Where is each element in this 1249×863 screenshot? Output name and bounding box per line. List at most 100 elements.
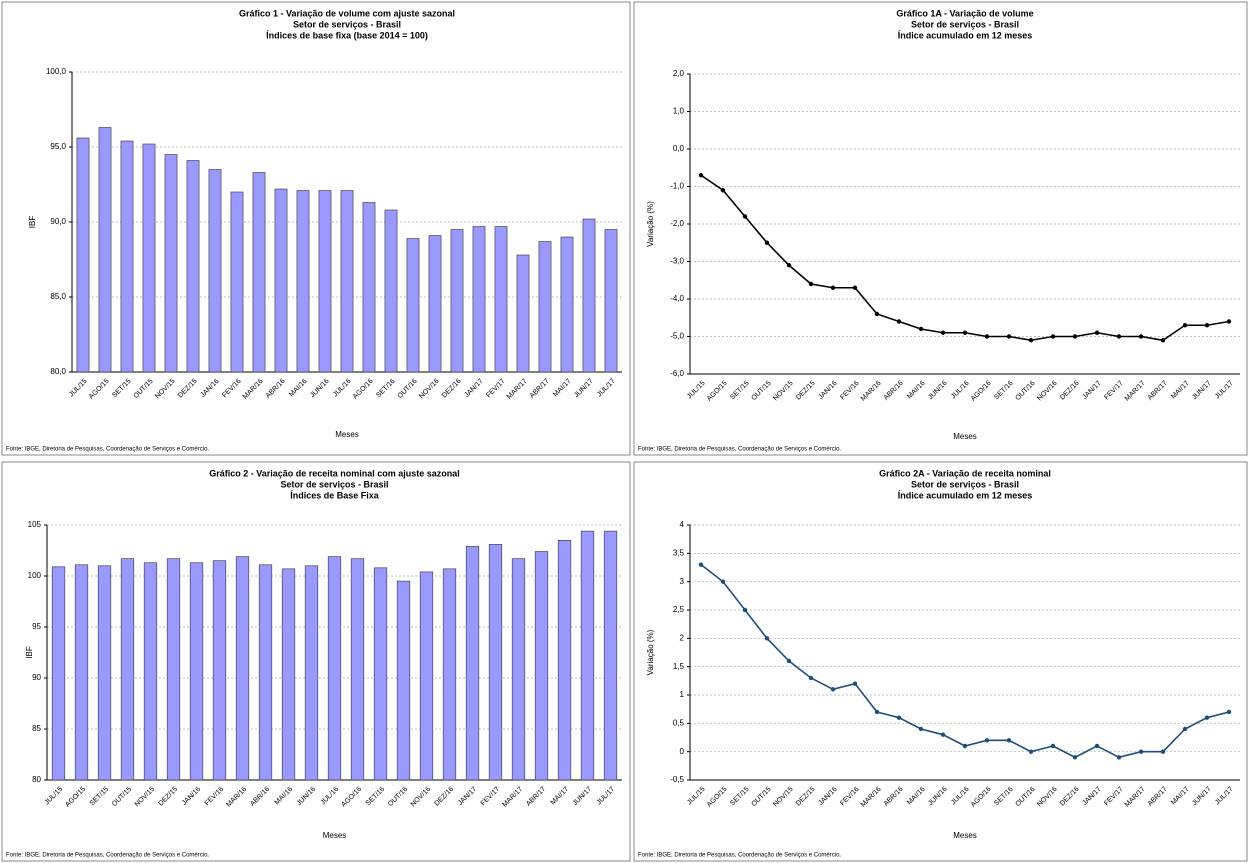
y-tick-label: 90	[32, 673, 41, 682]
chart-panel: Gráfico 2A - Variação de receita nominal…	[633, 461, 1248, 862]
marker	[984, 334, 990, 339]
bar	[327, 556, 342, 781]
marker	[1116, 334, 1122, 339]
bar	[472, 226, 486, 373]
bar	[373, 567, 388, 781]
bar	[582, 218, 596, 373]
marker	[1116, 755, 1122, 760]
chart-subtitle: Índices de Base Fixa	[290, 490, 380, 500]
bar	[419, 571, 434, 781]
bar	[450, 229, 464, 373]
y-tick-label: 2	[680, 633, 685, 642]
marker	[896, 715, 902, 720]
bar	[143, 562, 158, 781]
y-tick-label: 95,0	[50, 142, 66, 151]
y-axis-label: IBF	[28, 216, 37, 229]
bar	[296, 190, 310, 373]
bar	[538, 241, 552, 373]
marker	[786, 263, 792, 268]
bar	[281, 568, 296, 781]
marker	[1226, 709, 1232, 715]
y-axis-label: IBF	[25, 646, 34, 659]
bar	[442, 568, 457, 781]
bar	[258, 564, 273, 781]
marker	[1094, 743, 1100, 749]
bar	[142, 143, 156, 373]
bar	[166, 558, 181, 781]
bar	[230, 191, 244, 373]
y-tick-label: -1,0	[670, 182, 684, 191]
marker	[940, 732, 946, 737]
y-tick-label: 4	[680, 520, 685, 529]
chart-subtitle: Índice acumulado em 12 meses	[898, 490, 1033, 500]
chart-title: Gráfico 1A - Variação de volume	[896, 8, 1033, 18]
bar	[212, 560, 227, 781]
marker	[764, 240, 770, 245]
marker	[918, 726, 924, 732]
bar	[465, 546, 480, 781]
chart-title: Gráfico 2 - Variação de receita nominal …	[209, 468, 460, 478]
marker	[962, 743, 968, 749]
marker	[1138, 749, 1144, 754]
bar	[580, 530, 595, 781]
y-tick-label: -6,0	[670, 369, 684, 378]
source-note: Fonte: IBGE, Diretoria de Pesquisas, Coo…	[638, 447, 841, 453]
chart-subtitle: Setor de serviços - Brasil	[293, 19, 401, 29]
bar	[384, 209, 398, 373]
y-axis-label: Variação (%)	[646, 629, 655, 675]
chart-panel: Gráfico 2 - Variação de receita nominal …	[1, 461, 631, 862]
y-tick-label: 3	[680, 577, 685, 586]
chart-title: Gráfico 1 - Variação de volume com ajust…	[239, 8, 455, 18]
marker	[808, 675, 814, 681]
bar	[120, 140, 134, 373]
bar	[164, 154, 178, 373]
bar	[516, 254, 530, 373]
chart-subtitle: Setor de serviços - Brasil	[911, 19, 1019, 29]
marker	[896, 319, 902, 324]
y-tick-label: 1	[680, 690, 685, 699]
x-axis-label: Meses	[323, 831, 347, 840]
marker	[1160, 749, 1166, 754]
marker	[918, 326, 924, 332]
y-tick-label: 80	[32, 775, 41, 784]
source-note: Fonte: IBGE, Diretoria de Pesquisas, Coo…	[638, 853, 841, 859]
marker	[874, 311, 880, 317]
bar	[350, 558, 365, 781]
y-tick-label: 3,5	[673, 548, 685, 557]
y-tick-label: 1,5	[673, 662, 685, 671]
marker	[1072, 755, 1078, 760]
marker	[764, 636, 770, 641]
y-tick-label: -5,0	[670, 332, 684, 341]
chart-title: Gráfico 2A - Variação de receita nominal	[879, 468, 1051, 478]
y-tick-label: 95	[32, 622, 41, 631]
marker	[720, 188, 726, 193]
bar	[511, 558, 526, 781]
y-tick-label: -4,0	[670, 294, 684, 303]
chart-subtitle: Índices de base fixa (base 2014 = 100)	[266, 30, 428, 40]
chart-subtitle: Setor de serviços - Brasil	[911, 479, 1019, 489]
y-axis-label: Variação (%)	[646, 201, 655, 247]
marker	[1072, 334, 1078, 339]
panel-border	[633, 461, 1248, 862]
chart-subtitle: Setor de serviços - Brasil	[280, 479, 388, 489]
marker	[1006, 738, 1012, 743]
bar	[74, 564, 89, 781]
marker	[1204, 323, 1210, 328]
bar	[98, 127, 112, 373]
marker	[940, 330, 946, 335]
bar	[51, 566, 66, 781]
y-tick-label: 85	[32, 724, 41, 733]
bar	[560, 236, 574, 373]
y-tick-label: 0,0	[673, 144, 685, 153]
bar	[340, 190, 354, 373]
marker	[742, 214, 748, 219]
y-tick-label: 2,0	[673, 69, 685, 78]
y-tick-label: 80,0	[50, 367, 66, 376]
marker	[1160, 338, 1166, 343]
marker	[962, 330, 968, 335]
bar	[274, 188, 288, 373]
y-tick-label: 0	[680, 747, 685, 756]
